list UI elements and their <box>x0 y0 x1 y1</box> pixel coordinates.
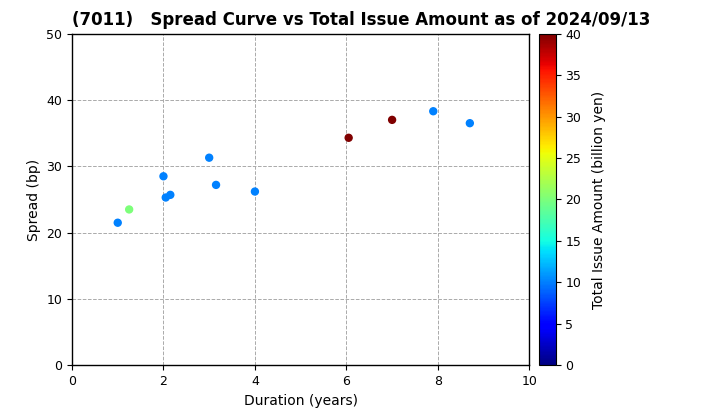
Point <box>123 206 135 213</box>
Point <box>112 219 124 226</box>
Point <box>158 173 169 180</box>
Y-axis label: Spread (bp): Spread (bp) <box>27 158 41 241</box>
Text: (7011)   Spread Curve vs Total Issue Amount as of 2024/09/13: (7011) Spread Curve vs Total Issue Amoun… <box>72 11 650 29</box>
Point <box>343 134 354 141</box>
Point <box>204 154 215 161</box>
Point <box>160 194 171 201</box>
Point <box>249 188 261 195</box>
Point <box>428 108 439 115</box>
Y-axis label: Total Issue Amount (billion yen): Total Issue Amount (billion yen) <box>593 90 606 309</box>
Point <box>387 116 398 123</box>
Point <box>210 181 222 188</box>
Point <box>464 120 476 126</box>
Point <box>165 192 176 198</box>
X-axis label: Duration (years): Duration (years) <box>243 394 358 408</box>
